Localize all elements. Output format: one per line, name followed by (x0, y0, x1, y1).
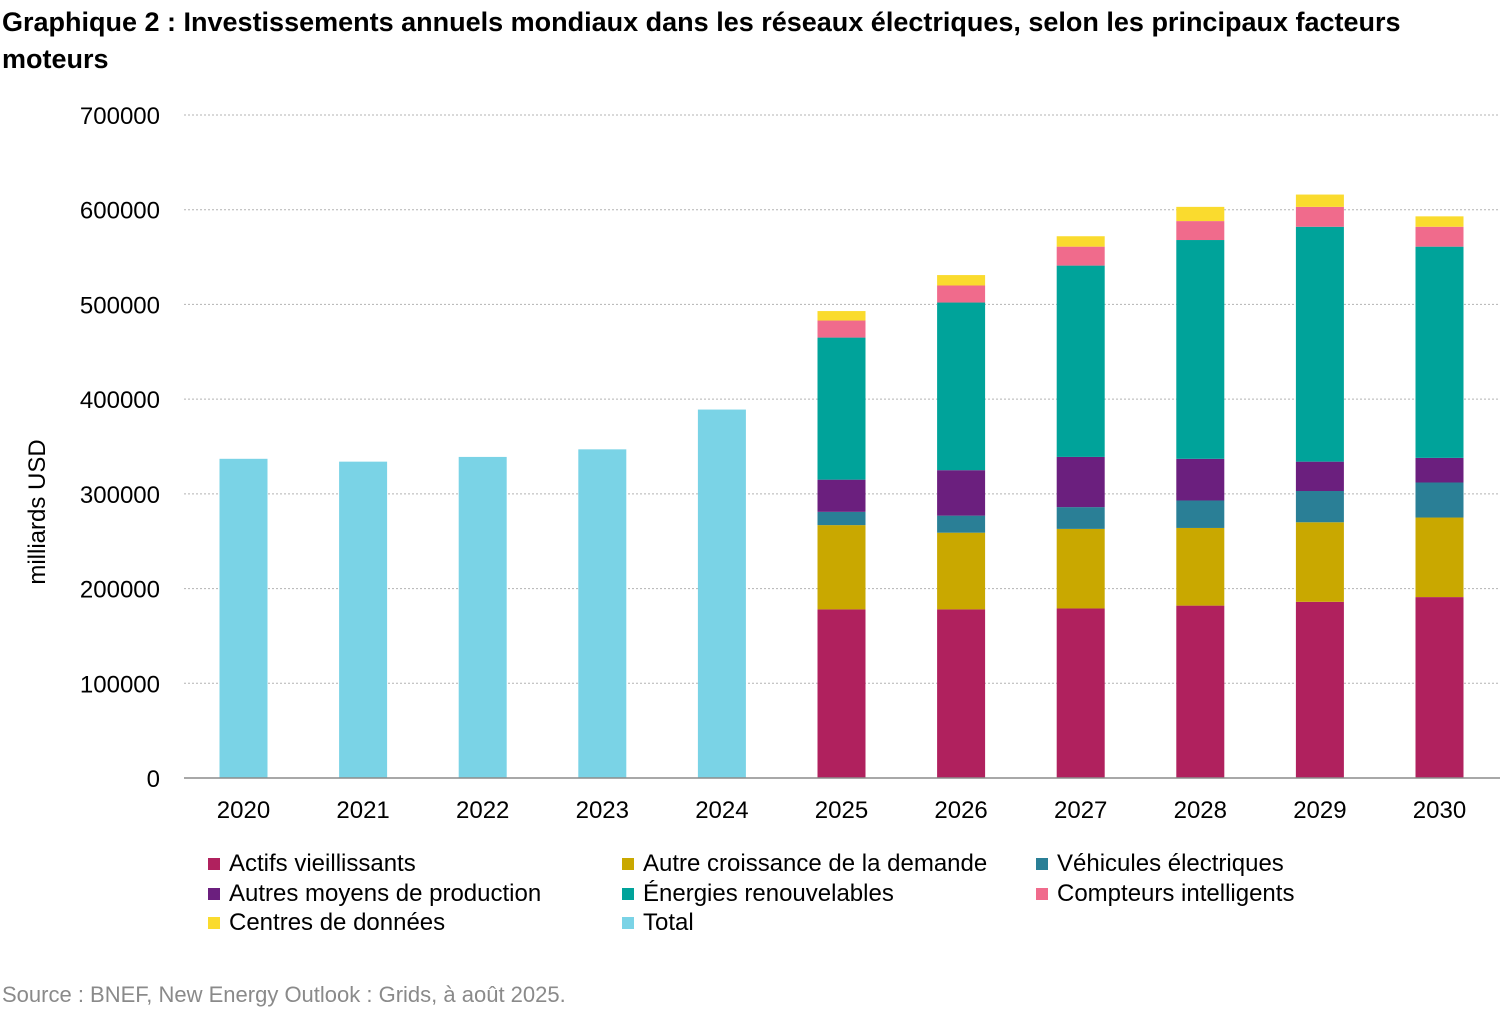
bar-segment (817, 479, 866, 512)
legend-item: Autres moyens de production (208, 880, 541, 908)
y-axis-label: milliards USD (24, 439, 51, 584)
bar-segment (1176, 458, 1225, 501)
legend-label: Compteurs intelligents (1057, 879, 1295, 907)
legend-item: Actifs vieillissants (208, 850, 416, 878)
bar-segment (937, 275, 986, 286)
y-tick-label: 300000 (80, 482, 160, 509)
bar-segment (339, 461, 388, 778)
bar-segment (1176, 605, 1225, 778)
bar-segment (1415, 517, 1464, 598)
x-tick-label: 2029 (1293, 797, 1346, 824)
x-tick-label: 2021 (336, 797, 389, 824)
bar-segment (1295, 461, 1344, 492)
y-tick-label: 100000 (80, 671, 160, 698)
x-tick-label: 2026 (934, 797, 987, 824)
bar-segment (1056, 507, 1105, 529)
legend-item: Véhicules électriques (1036, 850, 1284, 878)
legend-swatch (622, 917, 634, 929)
x-tick-label: 2024 (695, 797, 748, 824)
legend-swatch (1036, 858, 1048, 870)
bar-segment (937, 532, 986, 610)
x-tick-label: 2027 (1054, 797, 1107, 824)
bar-segment (1176, 500, 1225, 528)
x-tick-label: 2023 (576, 797, 629, 824)
bar-segment (1176, 240, 1225, 459)
bar-segment (1295, 491, 1344, 523)
legend-swatch (622, 858, 634, 870)
legend-swatch (1036, 887, 1048, 900)
stacked-bar-chart: 0 100000 200000 300000 400000 500000 600000 700… (24, 103, 1500, 824)
y-tick-label: 200000 (80, 577, 160, 604)
bar-segment (1295, 522, 1344, 602)
bar-segment (1056, 528, 1105, 609)
bar-segment (578, 449, 627, 778)
bar-segment (937, 470, 986, 516)
x-tick-label: 2030 (1413, 797, 1466, 824)
legend-swatch (208, 887, 220, 900)
legend-swatch (208, 858, 220, 870)
legend-swatch (622, 887, 634, 900)
legend-label: Total (643, 909, 694, 936)
bar-segment (1295, 601, 1344, 778)
bar-segment (1056, 265, 1105, 457)
x-tick-labels: 2020 2021 2022 2023 2024 2025 2026 2027 2028 2029… (217, 797, 1466, 824)
y-tick-label: 700000 (80, 103, 160, 130)
y-tick-label: 0 (147, 766, 160, 793)
legend-label: Énergies renouvelables (643, 879, 894, 907)
bar-segment (817, 525, 866, 610)
bar-segment (1295, 206, 1344, 227)
legend-item: Compteurs intelligents (1036, 880, 1294, 908)
bar-segment (1415, 457, 1464, 483)
bar-segment (697, 409, 746, 778)
bar-segment (1295, 194, 1344, 207)
x-tick-label: 2025 (815, 797, 868, 824)
chart-title: Graphique 2 : Investissements annuels mo… (2, 7, 1401, 74)
bar-segment (1415, 216, 1464, 227)
bar-segment (817, 337, 866, 480)
bar-segment (1056, 246, 1105, 266)
y-tick-label: 500000 (80, 292, 160, 319)
bar-segment (219, 458, 268, 778)
bar-segment (937, 515, 986, 533)
bar-segment (1056, 608, 1105, 778)
bar-segment (1056, 456, 1105, 508)
bar-segment (937, 302, 986, 471)
legend-item: Énergies renouvelables (622, 880, 894, 908)
y-tick-label: 600000 (80, 198, 160, 225)
legend-item: Total (622, 909, 694, 937)
bar-segment (1415, 226, 1464, 247)
legend-label: Actifs vieillissants (229, 850, 416, 877)
bar-segment (1176, 221, 1225, 241)
bars (219, 194, 1464, 778)
x-tick-label: 2020 (217, 797, 270, 824)
bar-segment (1415, 597, 1464, 778)
x-tick-label: 2028 (1174, 797, 1227, 824)
bar-segment (817, 320, 866, 338)
legend-label: Autres moyens de production (229, 879, 542, 907)
bar-segment (458, 456, 507, 778)
x-tick-label: 2022 (456, 797, 509, 824)
legend-label: Autre croissance de la demande (643, 850, 988, 877)
bar-segment (817, 311, 866, 321)
legend-item: Autre croissance de la demande (622, 850, 987, 878)
bar-segment (1176, 527, 1225, 606)
source-note: Source : BNEF, New Energy Outlook : Grid… (2, 982, 566, 1007)
legend-label: Centres de données (229, 909, 446, 936)
legend-label: Véhicules électriques (1057, 850, 1284, 877)
bar-segment (1415, 246, 1464, 458)
bar-segment (1176, 206, 1225, 222)
bar-segment (1056, 236, 1105, 247)
bar-segment (817, 511, 866, 526)
y-tick-label: 400000 (80, 387, 160, 414)
bar-segment (817, 609, 866, 778)
legend-item: Centres de données (208, 909, 445, 937)
bar-segment (1415, 482, 1464, 518)
bar-segment (937, 609, 986, 778)
bar-segment (1295, 226, 1344, 462)
bar-segment (937, 285, 986, 303)
legend-swatch (208, 917, 220, 929)
y-tick-labels: 0 100000 200000 300000 400000 500000 600000 700… (80, 103, 160, 793)
